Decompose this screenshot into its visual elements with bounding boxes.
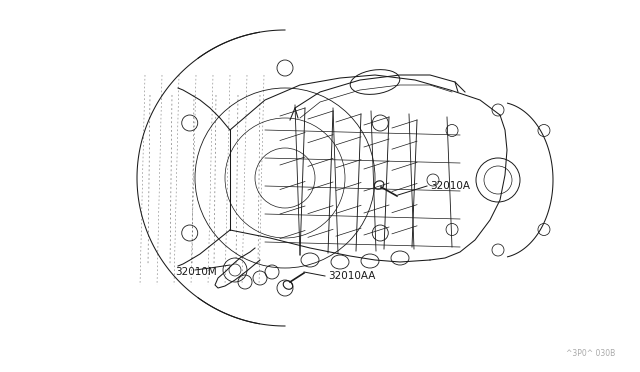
Text: 32010A: 32010A — [430, 181, 470, 191]
Text: 32010AA: 32010AA — [328, 271, 376, 281]
Text: ^3P0^ 030B: ^3P0^ 030B — [566, 349, 615, 358]
Text: 32010M: 32010M — [175, 267, 217, 277]
